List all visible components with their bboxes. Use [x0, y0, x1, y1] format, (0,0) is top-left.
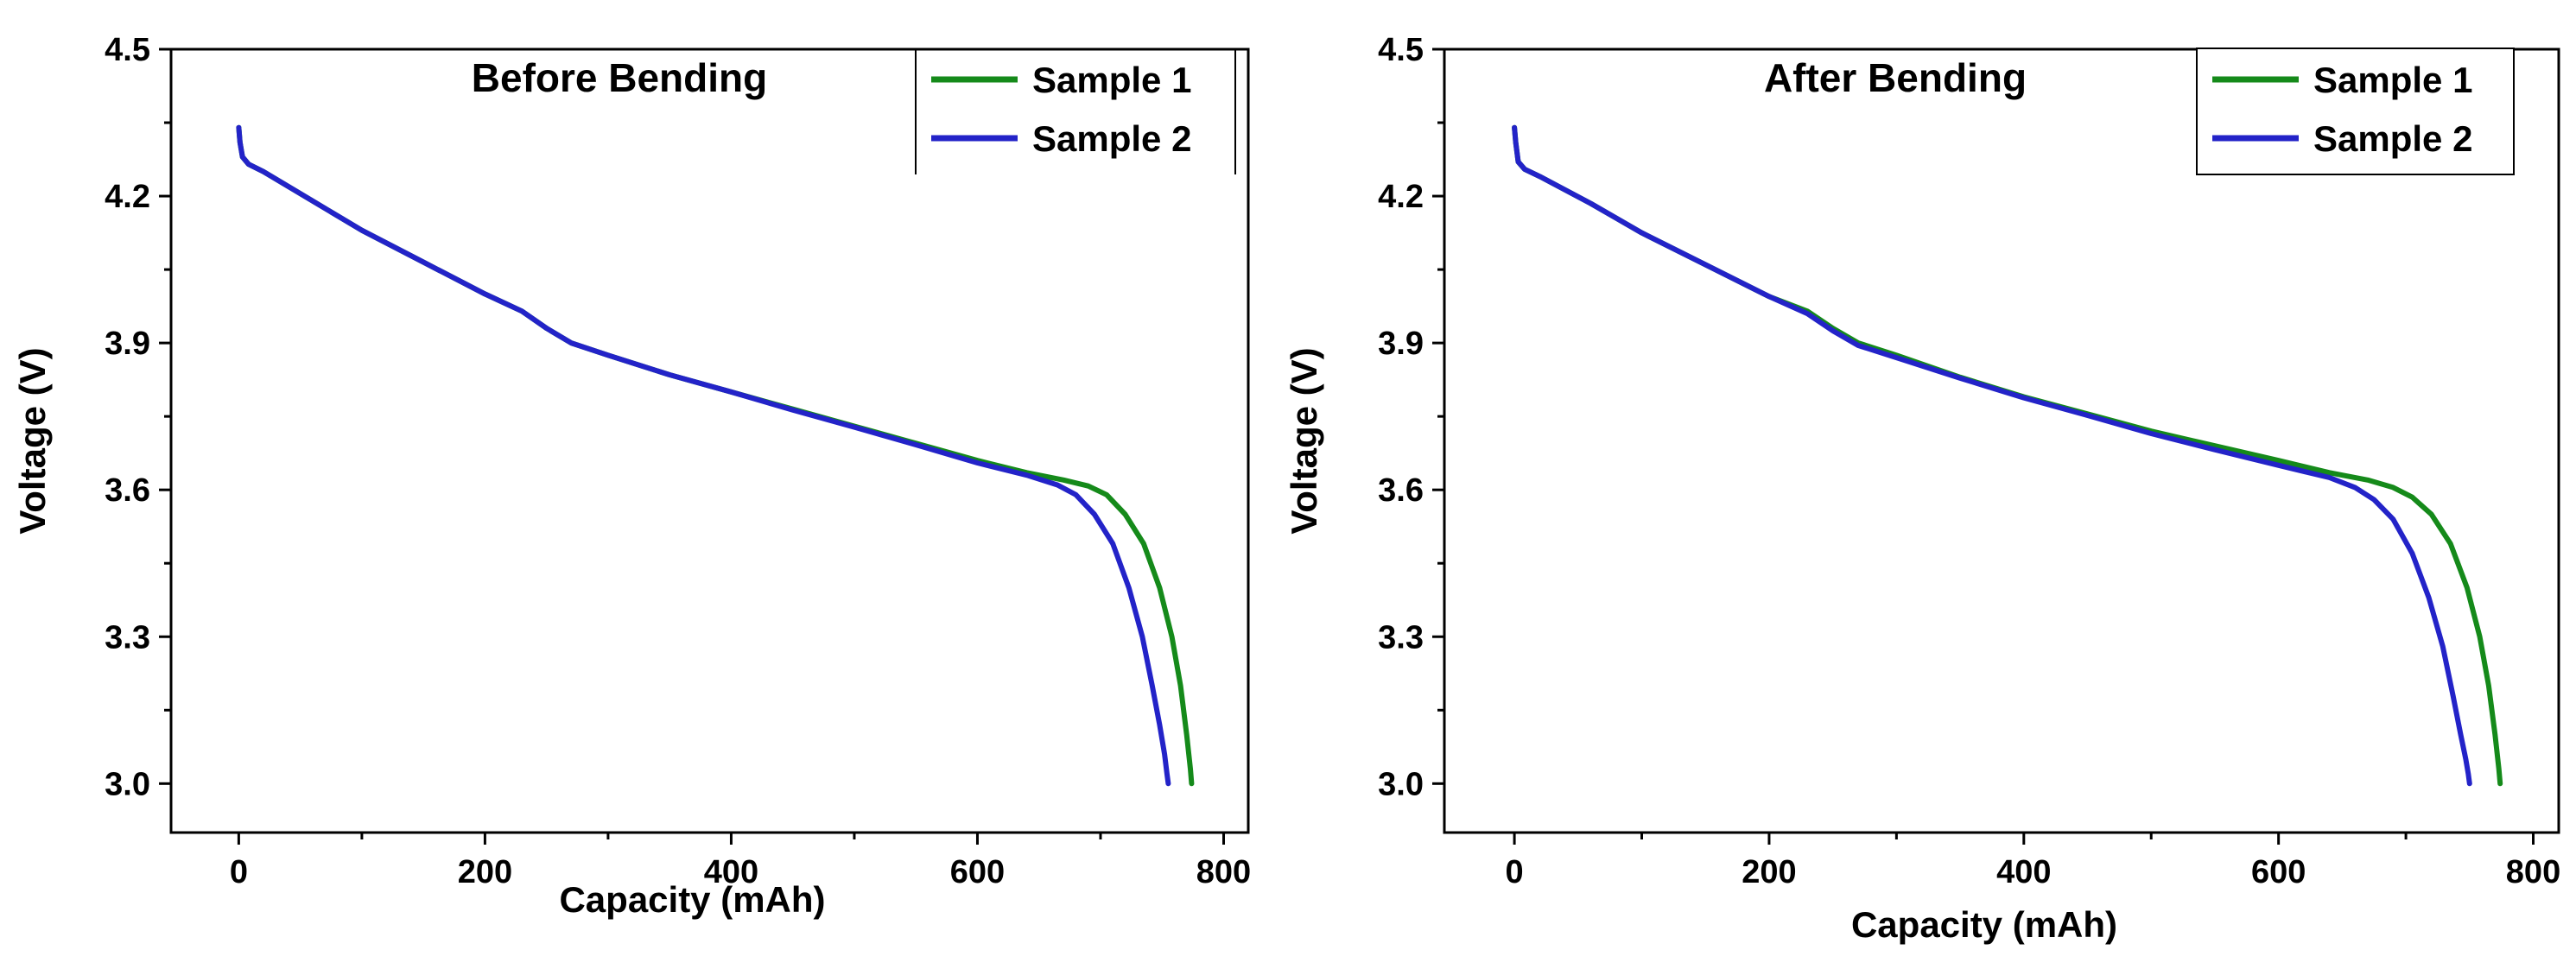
chart-panel-2: 3.0 3.3 3.6 3.9 4.2 4.5 0 200 400 600 800 Capacity …: [1284, 32, 2560, 945]
legend-label-sample-1: Sample 1: [1032, 60, 1191, 100]
x-tick-label: 800: [2506, 854, 2560, 890]
x-axis-label: Capacity (mAh): [559, 879, 825, 920]
y-axis-label: Voltage (V): [1284, 347, 1324, 534]
series-line-sample-2: [1512, 124, 2472, 787]
y-tick-label: 3.6: [1378, 472, 1424, 509]
series-line-sample-1: [236, 124, 1195, 787]
y-tick-label: 3.9: [105, 326, 150, 362]
y-tick-label: 3.6: [105, 472, 150, 509]
x-tick-label: 400: [1996, 854, 2051, 890]
y-tick-label: 4.2: [105, 179, 150, 215]
chart-title: After Bending: [1764, 55, 2027, 100]
x-tick-label: 200: [1742, 854, 1796, 890]
y-tick-label: 3.3: [105, 619, 150, 656]
legend-label-sample-2: Sample 2: [2313, 118, 2472, 159]
x-tick-label: 200: [458, 854, 512, 890]
x-tick-label: 800: [1196, 854, 1251, 890]
x-tick-label: 400: [704, 854, 758, 890]
x-tick-label: 600: [950, 854, 1005, 890]
y-tick-label: 3.0: [1378, 766, 1424, 802]
y-axis-label: Voltage (V): [12, 347, 53, 534]
series-line-sample-1: [1512, 124, 2503, 787]
y-tick-label: 4.5: [105, 32, 150, 68]
legend-box: [2196, 48, 2515, 175]
y-tick-label: 3.0: [105, 766, 150, 802]
chart-title: Before Bending: [472, 55, 767, 100]
y-tick-label: 4.5: [1378, 32, 1424, 68]
chart-panel-1: 3.0 3.3 3.6 3.9 4.2 4.5 0 200 400 600 800 Capacity …: [12, 32, 1251, 920]
legend-label-sample-1: Sample 1: [2313, 60, 2472, 100]
x-axis-label: Capacity (mAh): [1851, 904, 2117, 945]
x-tick-label: 600: [2251, 854, 2306, 890]
plot-frame: [169, 48, 1250, 834]
y-tick-label: 3.9: [1378, 326, 1424, 362]
plot-frame: [1443, 48, 2560, 834]
legend-label-sample-2: Sample 2: [1032, 118, 1191, 159]
y-tick-label: 3.3: [1378, 619, 1424, 656]
y-tick-label: 4.2: [1378, 179, 1424, 215]
series-line-sample-2: [236, 124, 1171, 787]
x-tick-label: 0: [230, 854, 248, 890]
x-tick-label: 0: [1506, 854, 1524, 890]
